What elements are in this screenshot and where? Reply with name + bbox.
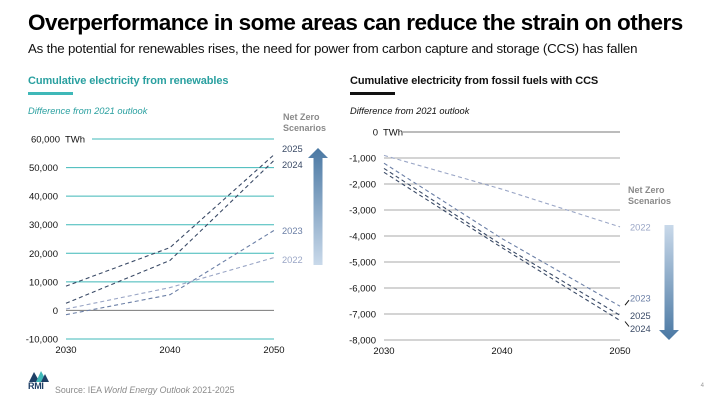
series-line-2024 <box>65 160 275 304</box>
y-tick-label: -7,000 <box>349 310 376 321</box>
legend-heading: Net Zero <box>628 185 665 195</box>
x-tick-label: 2030 <box>373 346 394 357</box>
legend-heading: Net Zero <box>283 112 320 122</box>
y-tick-label: 20,000 <box>29 249 58 260</box>
x-tick-label: 2030 <box>55 345 76 356</box>
y-tick-label: 60,000 <box>31 135 60 146</box>
ccs-chart-title: Cumulative electricity from fossil fuels… <box>350 75 599 87</box>
rmi-logo-text: RMI <box>28 381 44 391</box>
y-tick-label: -4,000 <box>349 232 376 243</box>
ccs-chart-subtitle: Difference from 2021 outlook <box>350 106 470 116</box>
series-line-2022 <box>65 257 275 310</box>
renewables-chart-title: Cumulative electricity from renewables <box>28 75 229 87</box>
y-tick-label: -6,000 <box>349 284 376 295</box>
series-label-2022: 2022 <box>630 222 651 232</box>
source-note: Source: IEA World Energy Outlook 2021-20… <box>55 385 234 395</box>
arrow-up-icon <box>308 148 328 265</box>
series-label-2025: 2025 <box>630 311 651 321</box>
unit-label: TWh <box>383 128 403 139</box>
arrow-down-icon <box>659 225 679 340</box>
label-leader-line <box>624 299 630 306</box>
series-label-2022: 2022 <box>282 255 303 265</box>
label-leader-line <box>624 321 630 327</box>
y-tick-label: -10,000 <box>26 335 58 346</box>
y-tick-label: -3,000 <box>349 206 376 217</box>
series-line-2025 <box>383 167 621 316</box>
series-line-2025 <box>65 154 275 287</box>
series-line-2024 <box>383 171 621 321</box>
y-tick-label: 0 <box>53 306 58 317</box>
slide-subtitle: As the potential for renewables rises, t… <box>28 41 638 56</box>
series-label-2023: 2023 <box>630 294 651 304</box>
slide-title: Overperformance in some areas can reduce… <box>28 10 683 35</box>
source-prefix: Source: IEA <box>55 385 104 395</box>
x-tick-label: 2050 <box>609 346 630 357</box>
ccs-chart: -8,000 -7,000 -6,000 -5,000 -4,000 -3,000 -2,0… <box>349 128 679 357</box>
renewables-title-underline <box>28 92 73 95</box>
y-tick-label: 0 <box>373 128 378 139</box>
series-line-2023 <box>383 162 621 307</box>
x-tick-label: 2050 <box>263 345 284 356</box>
y-tick-label: -2,000 <box>349 180 376 191</box>
y-tick-label: -5,000 <box>349 258 376 269</box>
rmi-logo-icon <box>29 371 49 382</box>
legend-heading: Scenarios <box>283 123 326 133</box>
series-label-2024: 2024 <box>282 160 303 170</box>
renewables-chart-subtitle: Difference from 2021 outlook <box>28 106 148 116</box>
legend-heading: Scenarios <box>628 196 671 206</box>
source-publication: World Energy Outlook <box>103 385 190 395</box>
y-tick-label: 10,000 <box>29 277 58 288</box>
ccs-title-underline <box>350 92 395 95</box>
series-line-2022 <box>383 154 621 228</box>
y-tick-label: -8,000 <box>349 336 376 347</box>
source-suffix: 2021-2025 <box>189 385 235 395</box>
page-number: 4 <box>700 383 704 389</box>
series-label-2023: 2023 <box>282 226 303 236</box>
series-label-2025: 2025 <box>282 144 303 154</box>
y-tick-label: 40,000 <box>29 192 58 203</box>
series-label-2024: 2024 <box>630 324 651 334</box>
y-tick-label: 30,000 <box>29 220 58 231</box>
renewables-chart: -10,000 0 10,000 20,000 30,000 40,000 50,000 60… <box>26 112 328 356</box>
unit-label: TWh <box>65 135 85 146</box>
series-line-2023 <box>65 229 275 316</box>
x-tick-label: 2040 <box>491 346 512 357</box>
y-tick-label: 50,000 <box>29 163 58 174</box>
y-tick-label: -1,000 <box>349 154 376 165</box>
x-tick-label: 2040 <box>159 345 180 356</box>
